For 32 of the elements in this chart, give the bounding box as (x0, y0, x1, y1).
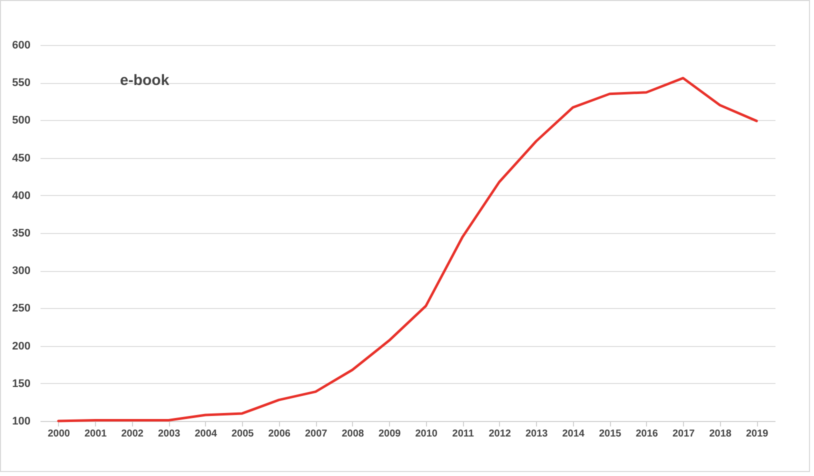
x-tick-label: 2010 (415, 428, 438, 440)
x-tick-label: 2007 (305, 428, 328, 440)
y-tick-label: 500 (12, 114, 30, 127)
y-tick-label: 250 (12, 302, 30, 315)
x-tick-label: 2019 (746, 428, 769, 440)
y-tick-label: 400 (12, 190, 30, 202)
y-tick-label: 450 (12, 152, 30, 164)
y-tick-label: 100 (12, 416, 30, 428)
x-tick-label: 2016 (636, 428, 658, 440)
x-tick-label: 2003 (158, 428, 181, 440)
x-tick-label: 2004 (194, 428, 218, 440)
x-tick-label: 2015 (599, 428, 622, 440)
y-tick-label: 550 (12, 77, 30, 90)
y-tick-label: 200 (12, 340, 30, 352)
y-tick-label: 150 (12, 378, 30, 390)
x-tick-label: 2009 (378, 428, 402, 440)
x-tick-label: 2002 (121, 428, 144, 440)
x-tick-label: 2011 (452, 428, 474, 440)
x-tick-label: 2006 (268, 428, 291, 440)
x-tick-label: 2008 (342, 428, 364, 440)
y-tick-label: 300 (12, 265, 30, 278)
x-tick-label: 2013 (526, 428, 548, 440)
y-tick-label: 600 (12, 40, 30, 52)
x-tick-label: 2018 (709, 428, 732, 440)
text: e-book (120, 72, 170, 89)
x-tick-label: 2017 (672, 428, 696, 440)
x-tick-label: 2000 (48, 428, 70, 440)
x-tick-label: 2012 (488, 428, 512, 440)
x-tick-label: 2005 (232, 428, 254, 440)
x-tick-label: 2001 (84, 428, 108, 440)
x-tick-label: 2014 (562, 428, 585, 440)
y-tick-label: 350 (12, 228, 30, 240)
